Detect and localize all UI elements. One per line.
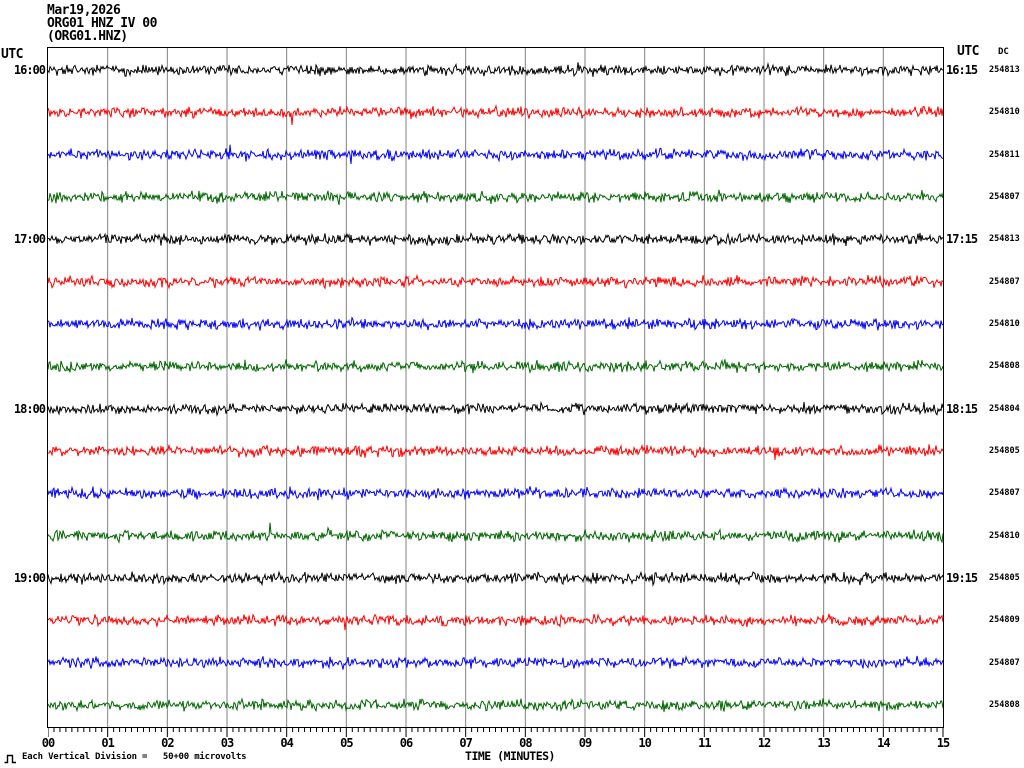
- calibration-pulse-icon: [4, 754, 16, 764]
- dc-value-row-6: 254810: [989, 319, 1020, 329]
- x-axis-ticks: [48, 728, 944, 737]
- seismic-trace-row-1: [48, 104, 943, 125]
- dc-value-row-4: 254813: [989, 234, 1020, 245]
- dc-value-row-9: 254805: [989, 446, 1020, 456]
- dc-value-row-0: 254813: [989, 65, 1020, 75]
- left-time-label-row-8: 18:00: [13, 401, 46, 416]
- seismic-trace-row-7: [48, 358, 943, 374]
- seismic-trace-row-5: [48, 273, 943, 290]
- header-date: Mar19,2026: [47, 3, 121, 18]
- x-tick-label-01: 01: [101, 736, 114, 750]
- seismic-trace-row-0: [48, 62, 943, 78]
- x-tick-label-07: 07: [459, 736, 472, 750]
- dc-value-row-11: 254810: [989, 530, 1020, 541]
- dc-value-row-1: 254810: [989, 107, 1020, 118]
- dc-value-row-8: 254804: [989, 403, 1020, 414]
- utc-header-right: UTC: [957, 44, 979, 59]
- x-tick-label-08: 08: [519, 736, 532, 750]
- time-axis-label: TIME (MINUTES): [465, 749, 555, 763]
- x-tick-label-09: 09: [578, 736, 592, 750]
- right-time-label-row-8: 18:15: [946, 401, 978, 416]
- seismic-trace-row-14: [48, 655, 943, 670]
- utc-header-left: UTC: [1, 47, 23, 62]
- header-channel: (ORG01.HNZ): [47, 29, 128, 44]
- seismic-trace-row-11: [48, 522, 943, 544]
- left-time-label-row-0: 16:00: [13, 63, 46, 77]
- seismogram-traces: [48, 48, 943, 727]
- right-time-label-row-0: 16:15: [946, 63, 978, 77]
- dc-header: DC: [998, 47, 1009, 57]
- dc-value-row-15: 254808: [989, 700, 1020, 710]
- seismic-trace-row-8: [48, 400, 943, 417]
- x-tick-label-06: 06: [399, 736, 413, 750]
- dc-value-row-2: 254811: [989, 149, 1020, 160]
- seismic-trace-row-6: [48, 316, 943, 331]
- x-tick-label-04: 04: [280, 736, 293, 750]
- x-tick-label-13: 13: [817, 736, 830, 750]
- x-tick-label-12: 12: [757, 736, 771, 750]
- seismic-trace-row-13: [48, 613, 943, 631]
- left-time-label-row-4: 17:00: [13, 232, 46, 247]
- x-tick-label-14: 14: [877, 736, 890, 750]
- scale-note: Each Vertical Division = 50+00 microvolt…: [22, 752, 247, 762]
- seismic-trace-row-15: [48, 697, 943, 713]
- dc-value-row-3: 254807: [989, 192, 1020, 202]
- header-station: ORG01 HNZ IV 00: [47, 16, 157, 31]
- right-time-label-row-12: 19:15: [946, 571, 978, 585]
- plot-area: [47, 47, 944, 728]
- seismic-trace-row-10: [48, 485, 943, 501]
- x-tick-label-10: 10: [638, 736, 651, 750]
- x-tick-label-05: 05: [340, 736, 353, 750]
- dc-value-row-5: 254807: [989, 276, 1020, 287]
- seismic-trace-row-9: [48, 443, 943, 460]
- x-tick-label-03: 03: [220, 736, 234, 750]
- left-time-label-row-12: 19:00: [13, 571, 46, 585]
- dc-value-row-7: 254808: [989, 361, 1020, 372]
- dc-value-row-12: 254805: [989, 573, 1020, 583]
- dc-value-row-10: 254807: [989, 488, 1020, 499]
- seismic-trace-row-4: [48, 231, 943, 247]
- dc-value-row-14: 254807: [989, 657, 1020, 668]
- x-tick-label-15: 15: [936, 736, 950, 750]
- x-tick-label-11: 11: [698, 736, 711, 750]
- dc-value-row-13: 254809: [989, 615, 1020, 626]
- right-time-label-row-4: 17:15: [946, 232, 978, 247]
- x-tick-label-02: 02: [161, 736, 174, 750]
- seismic-trace-row-2: [48, 144, 943, 164]
- seismic-trace-row-12: [48, 570, 943, 587]
- seismic-trace-row-3: [48, 189, 943, 206]
- x-tick-label-00: 00: [41, 736, 55, 750]
